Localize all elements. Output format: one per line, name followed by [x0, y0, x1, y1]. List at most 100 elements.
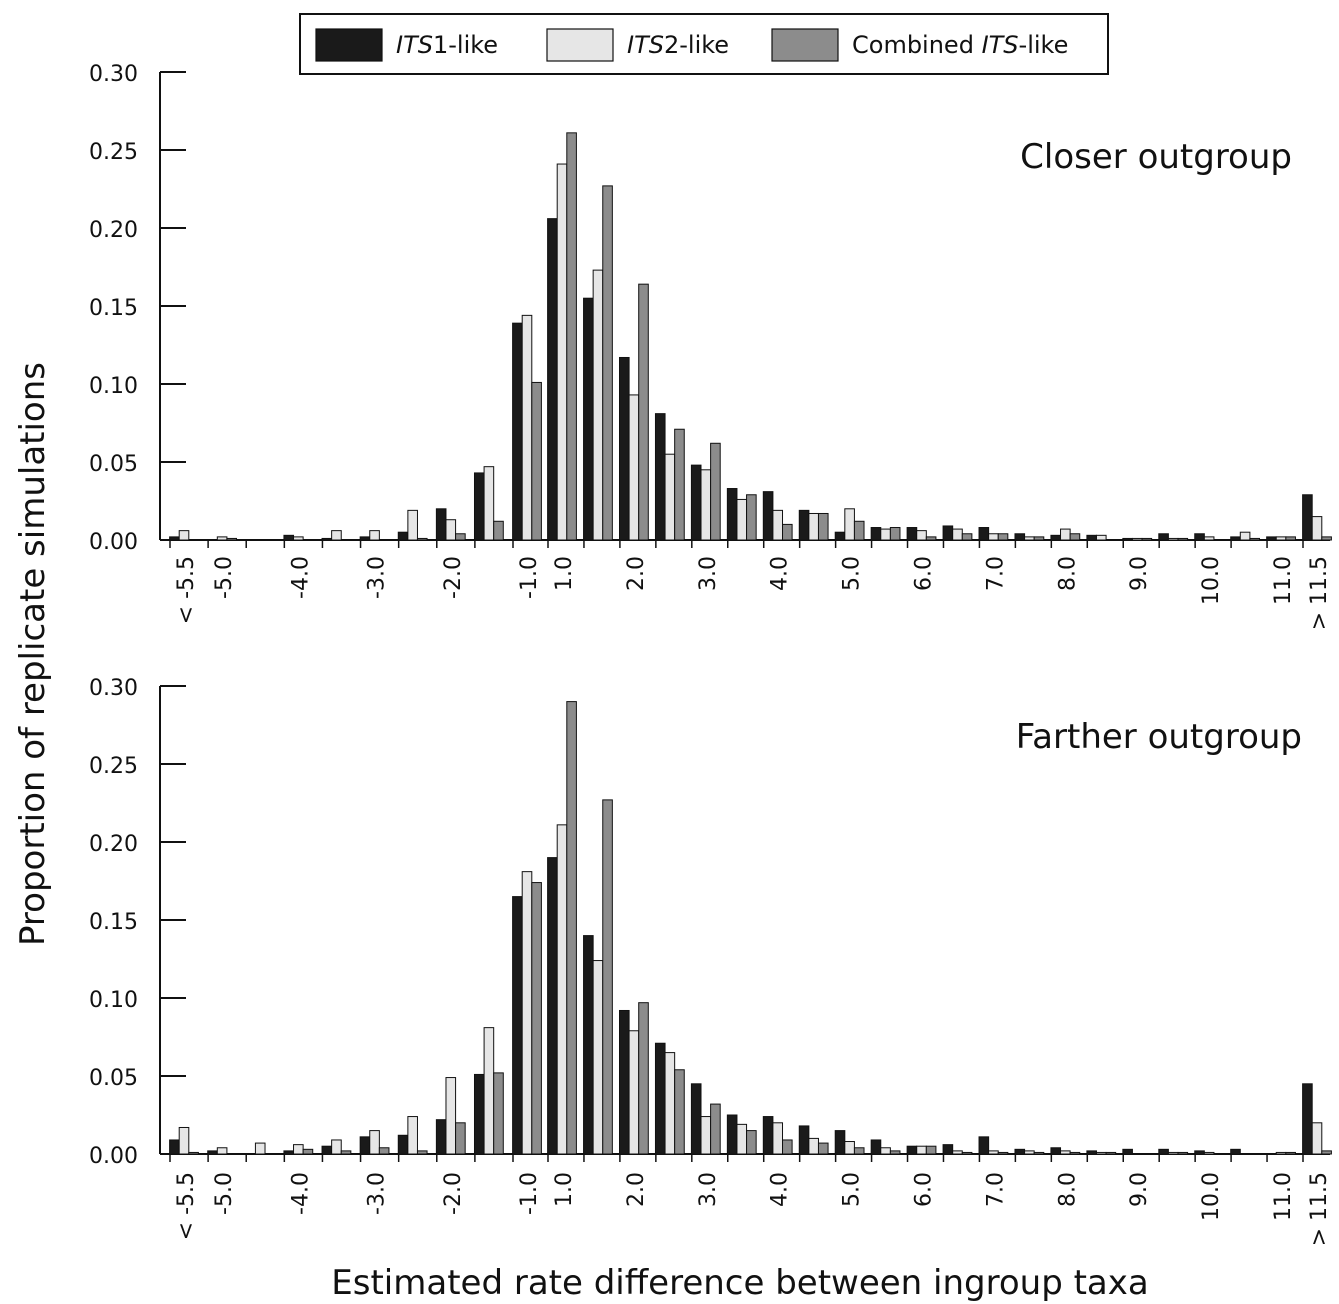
bar	[638, 1002, 649, 1155]
y-tick-label: 0.10	[89, 374, 138, 399]
x-tick-label: -2.0	[441, 1172, 466, 1215]
y-tick-label: 0.15	[89, 910, 138, 935]
bar	[397, 531, 409, 541]
bar	[997, 1151, 1009, 1155]
bar	[566, 701, 577, 1155]
bar	[416, 1150, 428, 1155]
y-tick-label: 0.20	[89, 218, 138, 243]
bar	[1086, 534, 1097, 541]
bar	[547, 857, 558, 1155]
x-axis-title: Estimated rate difference between ingrou…	[331, 1263, 1148, 1303]
bar	[853, 1147, 865, 1155]
bar	[188, 1151, 199, 1155]
bar	[254, 1142, 266, 1155]
bar	[473, 472, 485, 541]
bar	[1275, 1151, 1287, 1155]
bar	[1069, 1151, 1081, 1155]
bar	[925, 1145, 937, 1155]
bar	[1194, 533, 1205, 541]
x-tick-label: 9.0	[1127, 556, 1152, 591]
x-tick-label: -3.0	[365, 556, 390, 599]
bar	[556, 824, 568, 1155]
bar	[906, 527, 918, 541]
y-tick-label: 0.00	[89, 530, 138, 555]
legend-label-its2: ITS2-like	[627, 31, 729, 59]
bar	[619, 1009, 630, 1155]
bar	[435, 1119, 447, 1155]
bar	[961, 533, 973, 541]
bar	[952, 1150, 963, 1155]
bar	[961, 1151, 973, 1155]
bar	[808, 512, 819, 541]
bar	[1050, 1147, 1062, 1155]
bar	[762, 491, 774, 541]
bar	[283, 1150, 295, 1155]
bar	[988, 533, 999, 541]
bar	[1239, 531, 1251, 541]
y-axis-title: Proportion of replicate simulations	[13, 362, 53, 946]
bar	[397, 1134, 409, 1155]
x-tick-label: 4.0	[768, 556, 793, 591]
bar	[916, 1145, 927, 1155]
bar	[1167, 1151, 1179, 1155]
bar	[798, 509, 810, 541]
bar	[619, 356, 630, 541]
bar	[1203, 1151, 1215, 1155]
bar	[746, 1130, 757, 1155]
bar	[817, 1142, 829, 1155]
bar	[710, 1103, 721, 1155]
x-tick-label: 7.0	[983, 1172, 1008, 1207]
bar	[654, 413, 666, 541]
x-tick-label: 1.0	[552, 1172, 577, 1207]
bar	[870, 527, 882, 541]
bar	[870, 1139, 882, 1155]
panel-farther-outgroup: 0.00 0.05 0.10 0.15 0.20 0.25 0.30 < -5.5 -5.0 -4…	[89, 676, 1332, 1246]
bar	[483, 1027, 495, 1155]
x-tick-label: 6.0	[912, 556, 937, 591]
bar	[216, 1147, 228, 1155]
y-tick-label: 0.10	[89, 988, 138, 1013]
bar	[592, 269, 604, 541]
x-tick-label: 10.0	[1199, 1172, 1224, 1221]
y-tick-label: 0.20	[89, 832, 138, 857]
bar	[1095, 534, 1107, 541]
bar	[445, 519, 457, 541]
bar	[1050, 534, 1062, 541]
bar	[834, 531, 846, 541]
bar	[293, 1144, 304, 1155]
x-tick-label: 2.0	[624, 556, 649, 591]
bar	[178, 1126, 190, 1155]
legend-swatch-combined	[771, 28, 839, 62]
bar	[178, 530, 190, 541]
x-tick-label: -1.0	[517, 1172, 542, 1215]
bar	[455, 1122, 466, 1155]
bar	[302, 1148, 314, 1155]
y-tick-label: 0.30	[89, 676, 138, 701]
y-tick-label: 0.15	[89, 296, 138, 321]
bar	[531, 381, 542, 541]
bar	[1285, 536, 1296, 541]
bar	[710, 442, 721, 541]
bar	[1105, 1151, 1117, 1155]
bar	[1141, 537, 1153, 541]
bar	[772, 1122, 784, 1155]
bar	[942, 525, 954, 541]
bar	[916, 530, 927, 541]
bar	[1033, 1151, 1045, 1155]
bar	[654, 1042, 666, 1155]
y-tick-label: 0.30	[89, 62, 138, 87]
x-tick-label: 5.0	[840, 1172, 865, 1207]
bar	[1311, 1122, 1323, 1155]
legend-label-its1: ITS1-like	[396, 31, 498, 59]
panel-closer-outgroup: 0.00 0.05 0.10 0.15 0.20 0.25 0.30 < -5.5 -5.0 -4…	[89, 62, 1332, 630]
legend-frame	[299, 13, 1109, 75]
bar	[1158, 533, 1169, 541]
x-tick-label: > 11.5	[1307, 1172, 1332, 1246]
x-tick-label: 3.0	[696, 556, 721, 591]
y-tick-label: 0.05	[89, 452, 138, 477]
bar	[782, 1139, 793, 1155]
panel-title: Farther outgroup	[1016, 717, 1302, 757]
bar	[978, 527, 990, 541]
x-tick-label: 6.0	[912, 1172, 937, 1207]
